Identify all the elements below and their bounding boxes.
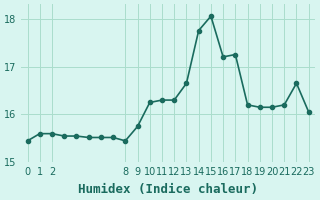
X-axis label: Humidex (Indice chaleur): Humidex (Indice chaleur) <box>78 183 258 196</box>
